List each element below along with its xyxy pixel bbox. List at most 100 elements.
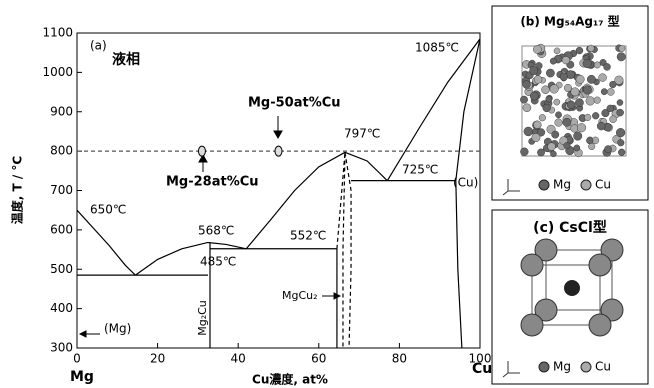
- atom: [521, 254, 543, 276]
- atom: [530, 92, 538, 100]
- atom: [617, 139, 624, 146]
- atom: [534, 76, 542, 84]
- atom: [546, 69, 554, 77]
- atom: [554, 99, 560, 105]
- atom: [550, 58, 556, 64]
- atom: [564, 280, 580, 296]
- figure: (b) Mg₅₄Ag₁₇ 型 (c) CsCl型 300400500600700…: [0, 0, 654, 388]
- atom: [532, 133, 540, 141]
- legend-swatch: [581, 362, 591, 372]
- end-label: Cu: [472, 361, 492, 377]
- annotation: 797℃: [344, 127, 380, 141]
- panel-c-title: (c) CsCl型: [533, 219, 607, 236]
- legend-label: Cu: [595, 178, 611, 192]
- atom: [588, 143, 595, 150]
- plot-frame: [77, 33, 480, 348]
- atom: [523, 104, 531, 112]
- x-tick-label: 40: [231, 352, 246, 366]
- atom: [523, 81, 531, 89]
- atom: [571, 88, 579, 96]
- atom: [594, 97, 601, 104]
- atom: [589, 254, 611, 276]
- annotation: 725℃: [402, 163, 438, 177]
- atom: [618, 149, 625, 156]
- phase-boundary: [387, 39, 480, 181]
- annotation: (Cu): [453, 176, 478, 190]
- phase-boundary: [456, 39, 480, 181]
- atom: [564, 142, 571, 149]
- atom: [533, 45, 541, 53]
- atom: [576, 75, 584, 83]
- legend-label: Mg: [553, 360, 571, 374]
- composition-point: [198, 146, 205, 156]
- atom: [548, 143, 556, 151]
- y-tick-label: 1100: [42, 26, 73, 40]
- atom: [601, 89, 607, 95]
- atom: [617, 53, 625, 61]
- atom: [604, 63, 611, 70]
- atom: [616, 128, 625, 137]
- atom: [619, 45, 625, 51]
- arrow-head: [274, 131, 282, 138]
- atom: [583, 86, 592, 95]
- atom: [539, 114, 546, 121]
- legend-swatch: [581, 180, 591, 190]
- annotation: Mg-28at%Cu: [166, 175, 259, 190]
- legend-swatch: [539, 362, 549, 372]
- atom: [604, 146, 611, 153]
- atom: [617, 109, 624, 116]
- annotation: Mg₂Cu: [196, 300, 209, 336]
- atom: [583, 59, 592, 68]
- axes-icon: [503, 179, 520, 195]
- annotation: 1085℃: [415, 41, 459, 55]
- atom: [617, 99, 623, 105]
- annotation: 650℃: [90, 203, 126, 217]
- atom: [586, 97, 595, 106]
- atom: [520, 96, 527, 103]
- atom: [586, 137, 593, 144]
- legend-label: Mg: [553, 178, 571, 192]
- atom: [607, 105, 614, 112]
- y-tick-label: 1000: [42, 65, 73, 79]
- atom: [543, 104, 551, 112]
- y-axis-label: 温度, T / °C: [10, 156, 25, 225]
- phase-boundary: [456, 181, 462, 348]
- atom: [546, 96, 552, 102]
- atom: [567, 101, 575, 109]
- y-tick-label: 700: [50, 183, 73, 197]
- legend-swatch: [539, 180, 549, 190]
- atom: [577, 123, 586, 132]
- atom: [574, 145, 580, 151]
- y-tick-label: 900: [50, 104, 73, 118]
- atom: [592, 112, 599, 119]
- atom: [615, 76, 624, 85]
- y-tick-label: 500: [50, 262, 73, 276]
- atom: [562, 56, 570, 64]
- axes-icon: [503, 361, 520, 377]
- atom: [529, 66, 537, 74]
- atom: [564, 84, 572, 92]
- annotation: (a): [90, 39, 107, 53]
- atom: [550, 85, 559, 94]
- atom: [573, 132, 582, 141]
- y-tick-label: 800: [50, 144, 73, 158]
- phase-boundary: [345, 152, 351, 348]
- atom: [520, 148, 528, 156]
- atom: [594, 62, 600, 68]
- atom: [588, 45, 595, 52]
- y-tick-label: 400: [50, 301, 73, 315]
- atom: [610, 116, 617, 123]
- phase-boundary: [337, 152, 345, 348]
- legend-label: Cu: [595, 360, 611, 374]
- atom: [599, 74, 607, 82]
- panel-c-frame: [492, 210, 648, 384]
- y-tick-label: 300: [50, 341, 73, 355]
- atom: [554, 48, 560, 54]
- atom: [524, 127, 533, 136]
- atom: [597, 122, 605, 130]
- atom: [560, 73, 568, 81]
- composition-point: [275, 146, 282, 156]
- atom: [589, 314, 611, 336]
- atom: [521, 314, 543, 336]
- annotation: 552℃: [290, 229, 326, 243]
